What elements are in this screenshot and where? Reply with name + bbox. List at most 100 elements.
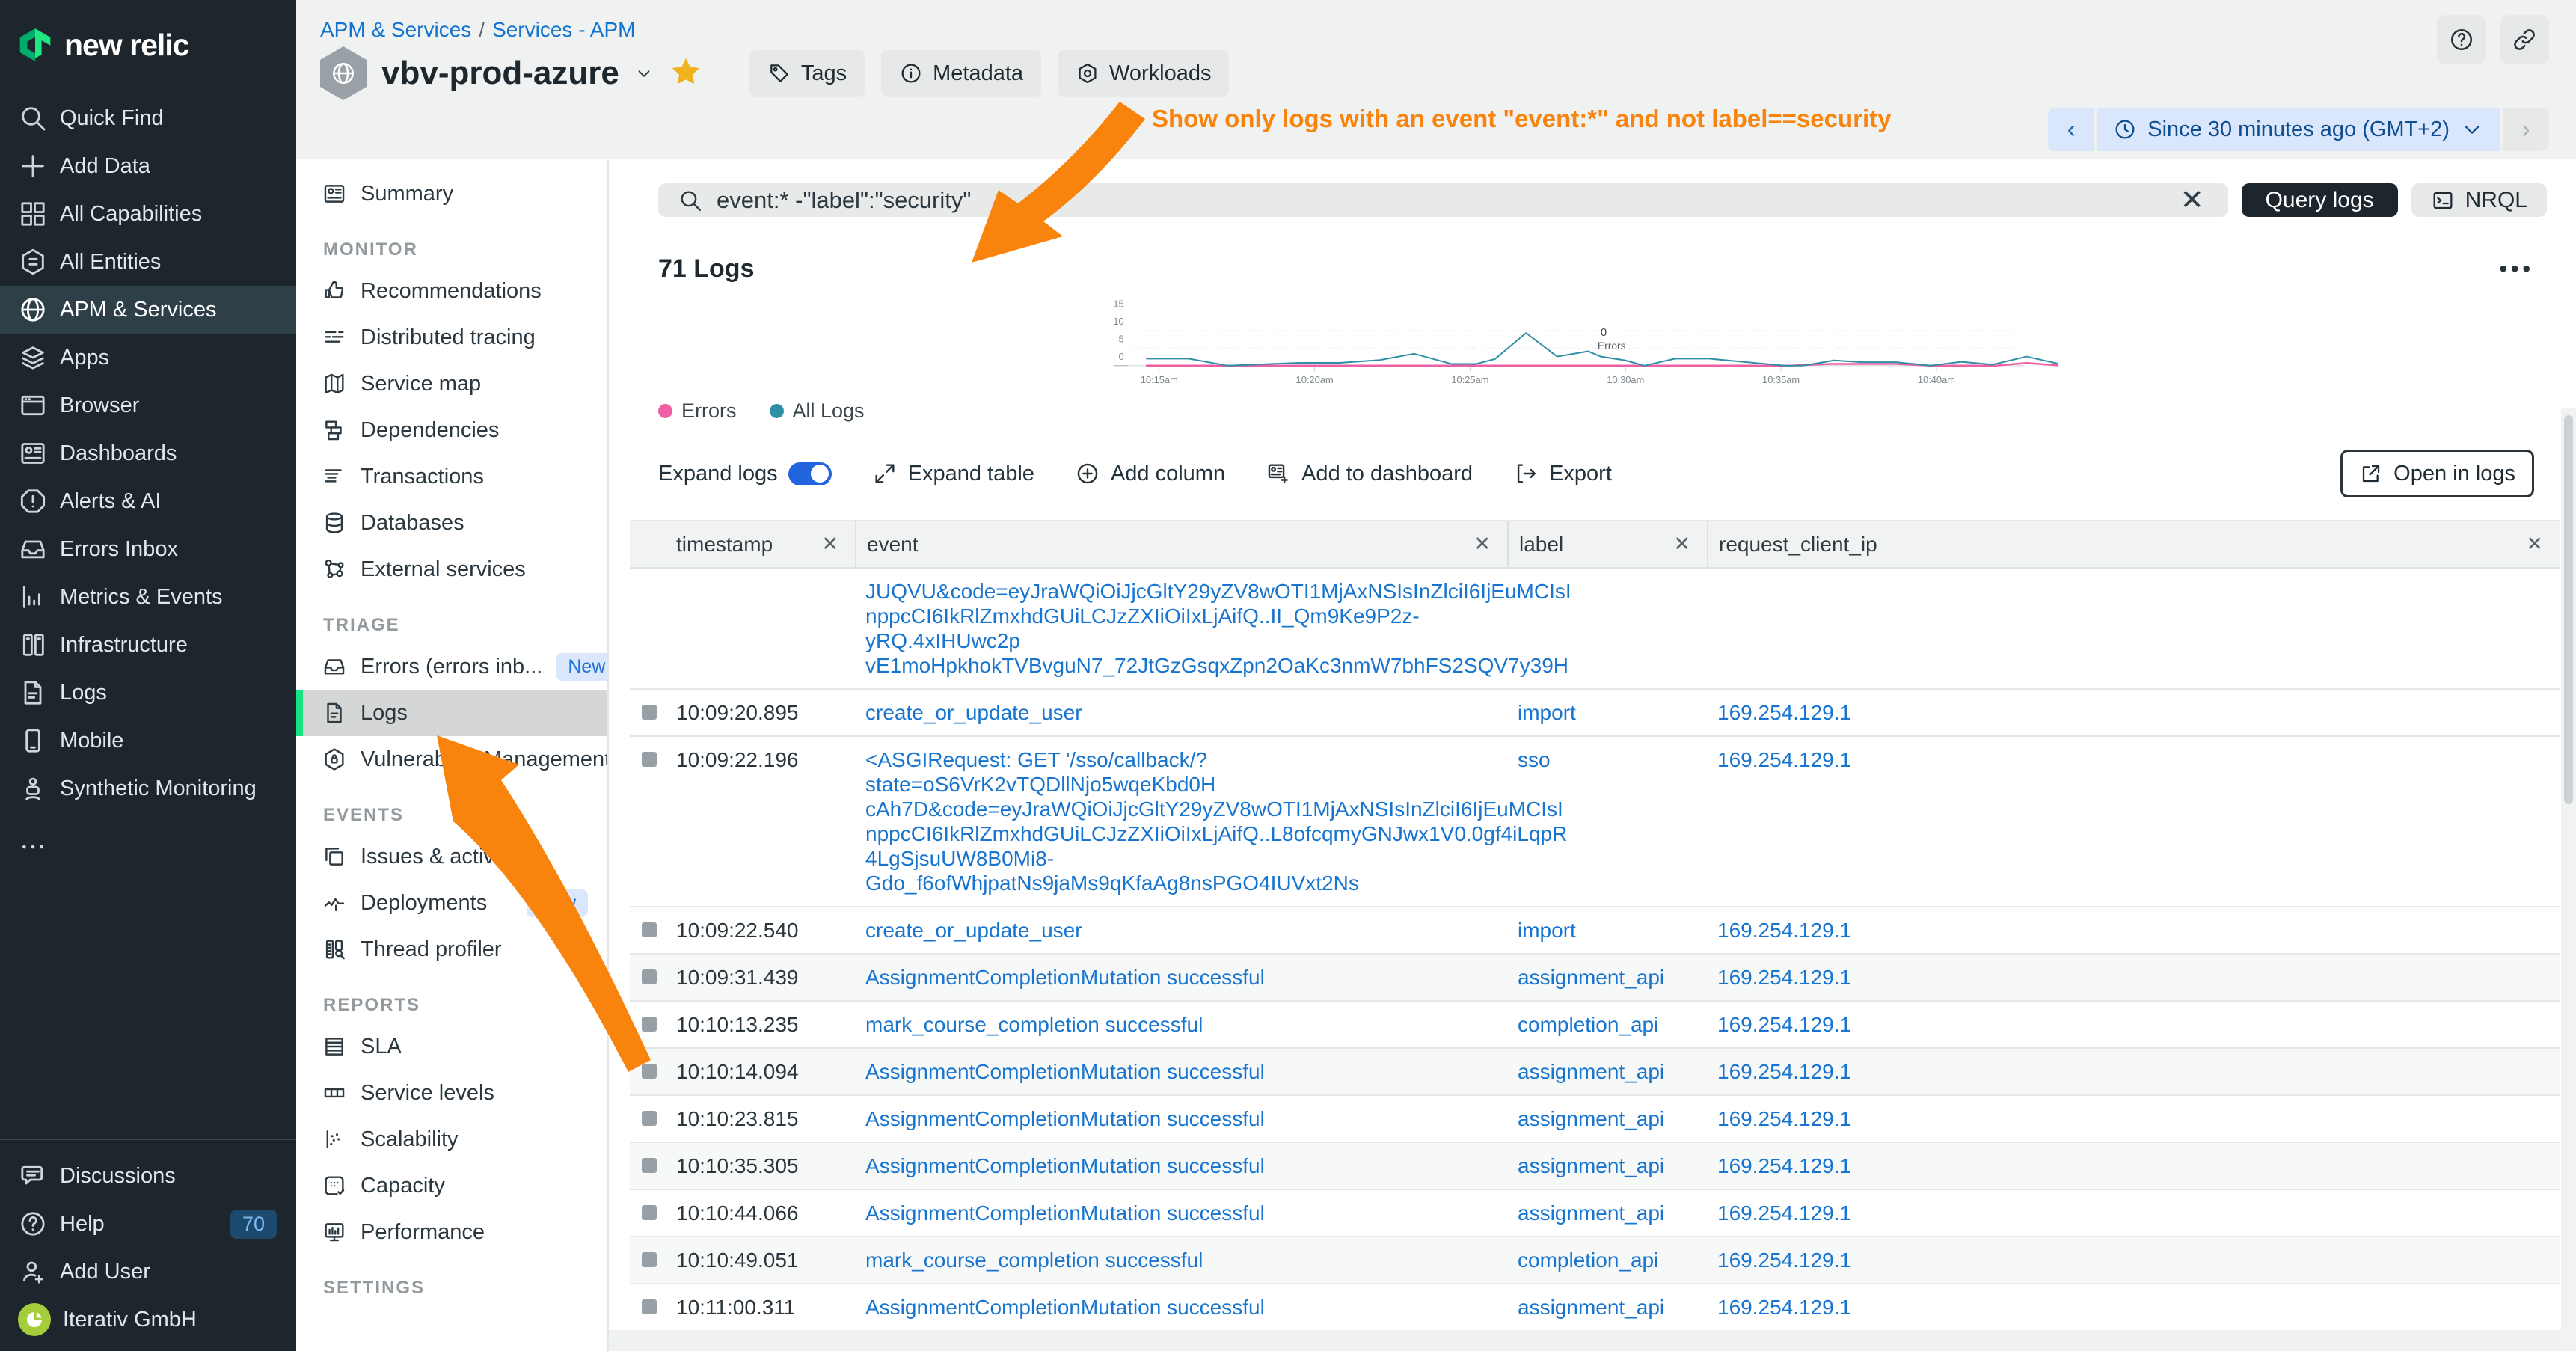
permalink-button[interactable] (2500, 15, 2549, 64)
scrollbar-thumb[interactable] (2564, 415, 2573, 804)
more-options-icon[interactable]: ••• (2499, 256, 2534, 281)
nav-item-recommendations[interactable]: Recommendations (296, 268, 607, 314)
log-row[interactable]: 10:09:31.439 AssignmentCompletionMutation… (630, 955, 2560, 1002)
log-row[interactable]: 10:10:13.235 mark_course_completion succe… (630, 1002, 2560, 1049)
log-label-link[interactable]: sso (1518, 748, 1551, 771)
log-ip-link[interactable]: 169.254.129.1 (1717, 966, 1852, 989)
expand-logs-toggle[interactable]: Expand logs (658, 462, 832, 486)
export-button[interactable]: Export (1513, 461, 1612, 486)
sidebar-item-apps[interactable]: Apps (0, 334, 296, 382)
log-event-link[interactable]: AssignmentCompletionMutation successful (865, 1060, 1265, 1083)
log-event-link[interactable]: mark_course_completion successful (865, 1249, 1203, 1272)
log-row[interactable]: 10:10:35.305 AssignmentCompletionMutation… (630, 1143, 2560, 1190)
sidebar-item-errors-inbox[interactable]: Errors Inbox (0, 525, 296, 573)
breadcrumb-link-0[interactable]: APM & Services (320, 18, 472, 41)
row-checkbox[interactable] (642, 969, 657, 984)
row-checkbox[interactable] (642, 1111, 657, 1126)
sidebar-item-more[interactable] (0, 823, 296, 871)
add-column-button[interactable]: Add column (1075, 461, 1225, 486)
log-event-link[interactable]: AssignmentCompletionMutation successful (865, 1154, 1265, 1177)
log-event-link[interactable]: vE1moHpkhokTVBvguN7_72JtGzGsqxZpn2OaKc3n… (865, 654, 1568, 677)
log-event-link[interactable]: AssignmentCompletionMutation successful (865, 966, 1265, 989)
log-label-link[interactable]: assignment_api (1518, 1154, 1665, 1177)
column-header-event[interactable]: event ✕ (855, 521, 1507, 567)
nav-item-performance[interactable]: Performance (296, 1209, 607, 1255)
sidebar-item-mobile[interactable]: Mobile (0, 717, 296, 765)
expand-table-button[interactable]: Expand table (872, 461, 1034, 486)
log-event-link[interactable]: create_or_update_user (865, 919, 1082, 942)
nav-item-scalability[interactable]: Scalability (296, 1116, 607, 1162)
nav-item-logs[interactable]: Logs (296, 690, 607, 736)
nav-item-dependencies[interactable]: Dependencies (296, 407, 607, 453)
log-row[interactable]: 10:09:22.196 <ASGIRequest: GET '/sso/call… (630, 737, 2560, 907)
sidebar-item-dashboards[interactable]: Dashboards (0, 429, 296, 477)
nav-item-vulnerability-management[interactable]: Vulnerability Management (296, 736, 607, 782)
vertical-scrollbar[interactable] (2561, 408, 2576, 1351)
sidebar-item-add-user[interactable]: Add User (0, 1248, 296, 1296)
newrelic-logo[interactable]: new relic (0, 0, 296, 73)
log-ip-link[interactable]: 169.254.129.1 (1717, 701, 1852, 724)
sidebar-item-logs[interactable]: Logs (0, 669, 296, 717)
nav-item-deployments[interactable]: Deployments New (296, 880, 607, 926)
row-checkbox[interactable] (642, 1064, 657, 1079)
log-event-link[interactable]: 4LgSjsuUW8B0Mi8-Gdo_f6ofWhjpatNs9jaMs9qK… (865, 847, 1359, 895)
log-label-link[interactable]: assignment_api (1518, 1107, 1665, 1130)
sidebar-item-help[interactable]: Help 70 (0, 1200, 296, 1248)
log-ip-link[interactable]: 169.254.129.1 (1717, 919, 1852, 942)
time-back-button[interactable]: ‹ (2048, 108, 2095, 151)
legend-item-all-logs[interactable]: All Logs (769, 399, 865, 423)
sidebar-item-metrics-events[interactable]: Metrics & Events (0, 573, 296, 621)
help-button[interactable] (2437, 15, 2486, 64)
sidebar-item-infrastructure[interactable]: Infrastructure (0, 621, 296, 669)
row-checkbox[interactable] (642, 1158, 657, 1173)
sidebar-item-alerts-ai[interactable]: Alerts & AI (0, 477, 296, 525)
log-label-link[interactable]: assignment_api (1518, 966, 1665, 989)
log-event-link[interactable]: <ASGIRequest: GET '/sso/callback/?state=… (865, 748, 1216, 796)
row-checkbox[interactable] (642, 752, 657, 767)
log-event-link[interactable]: AssignmentCompletionMutation successful (865, 1201, 1265, 1225)
nav-item-external-services[interactable]: External services (296, 546, 607, 592)
log-ip-link[interactable]: 169.254.129.1 (1717, 1249, 1852, 1272)
remove-column-icon[interactable]: ✕ (2526, 533, 2543, 555)
log-event-link[interactable]: AssignmentCompletionMutation successful (865, 1107, 1265, 1130)
nav-item-sla[interactable]: SLA (296, 1023, 607, 1070)
log-event-link[interactable]: JUQVU&code=eyJraWQiOiJjcGltY29yZV8wOTI1M… (865, 580, 1571, 603)
log-label-link[interactable]: import (1518, 919, 1576, 942)
favorite-star-icon[interactable] (669, 55, 703, 93)
column-header-label[interactable]: label ✕ (1507, 521, 1707, 567)
remove-column-icon[interactable]: ✕ (821, 533, 838, 555)
row-checkbox[interactable] (642, 1299, 657, 1314)
clear-search-icon[interactable]: ✕ (2180, 185, 2204, 216)
remove-column-icon[interactable]: ✕ (1673, 533, 1690, 555)
log-label-link[interactable]: completion_api (1518, 1013, 1659, 1036)
add-to-dashboard-button[interactable]: Add to dashboard (1266, 461, 1473, 486)
log-label-link[interactable]: assignment_api (1518, 1060, 1665, 1083)
nrql-button[interactable]: NRQL (2411, 183, 2547, 217)
open-in-logs-button[interactable]: Open in logs (2340, 450, 2534, 497)
log-ip-link[interactable]: 169.254.129.1 (1717, 1013, 1852, 1036)
log-ip-link[interactable]: 169.254.129.1 (1717, 1154, 1852, 1177)
log-ip-link[interactable]: 169.254.129.1 (1717, 1060, 1852, 1083)
log-ip-link[interactable]: 169.254.129.1 (1717, 1296, 1852, 1319)
column-header-request-client-ip[interactable]: request_client_ip ✕ (1707, 521, 2560, 567)
log-label-link[interactable]: assignment_api (1518, 1201, 1665, 1225)
row-checkbox[interactable] (642, 922, 657, 937)
time-range-button[interactable]: Since 30 minutes ago (GMT+2) (2097, 108, 2500, 151)
row-checkbox[interactable] (642, 1205, 657, 1220)
sidebar-item-browser[interactable]: Browser (0, 382, 296, 429)
nav-item-issues-activity[interactable]: Issues & activity (296, 833, 607, 880)
log-ip-link[interactable]: 169.254.129.1 (1717, 748, 1852, 771)
log-event-link[interactable]: cAh7D&code=eyJraWQiOiJjcGltY29yZV8wOTI1M… (865, 797, 1563, 821)
sidebar-item-discussions[interactable]: Discussions (0, 1152, 296, 1200)
breadcrumb-link-1[interactable]: Services - APM (492, 18, 636, 41)
log-event-link[interactable]: mark_course_completion successful (865, 1013, 1203, 1036)
log-row[interactable]: 10:09:22.540 create_or_update_user import 1… (630, 907, 2560, 955)
tags-button[interactable]: Tags (749, 50, 865, 96)
nav-item-databases[interactable]: Databases (296, 500, 607, 546)
sidebar-item-all-capabilities[interactable]: All Capabilities (0, 190, 296, 238)
log-event-link[interactable]: AssignmentCompletionMutation successful (865, 1296, 1265, 1319)
log-label-link[interactable]: assignment_api (1518, 1296, 1665, 1319)
legend-item-errors[interactable]: Errors (658, 399, 737, 423)
log-event-link[interactable]: nppcCI6IkRlZmxhdGUiLCJzZXIiOiIxLjAifQ..I… (865, 604, 1420, 652)
log-ip-link[interactable]: 169.254.129.1 (1717, 1201, 1852, 1225)
